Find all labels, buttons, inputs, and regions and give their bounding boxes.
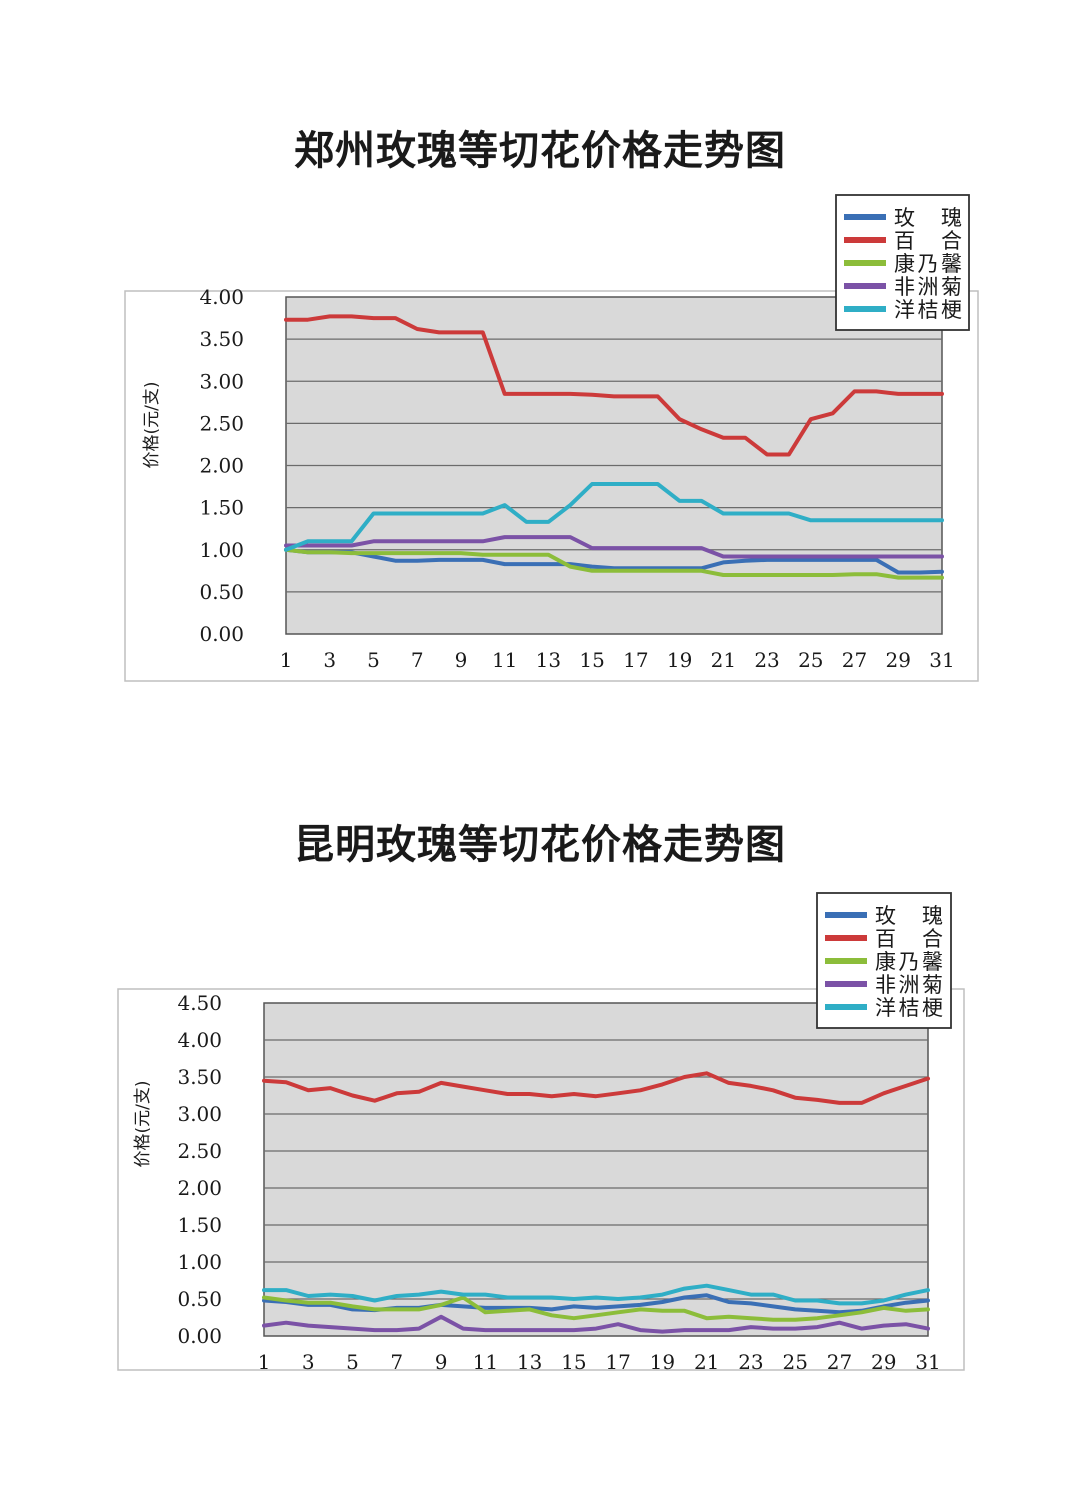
y-tick-label: 2.00	[199, 454, 244, 478]
x-tick-label: 3	[323, 648, 336, 672]
y-tick-label: 2.50	[177, 1139, 222, 1163]
x-tick-label: 7	[411, 648, 424, 672]
x-tick-label: 17	[605, 1350, 630, 1374]
legend-label: 玫 瑰	[875, 904, 943, 928]
x-tick-label: 25	[782, 1350, 807, 1374]
x-tick-label: 11	[473, 1350, 498, 1374]
series-line-5	[284, 482, 944, 552]
x-tick-label: 27	[842, 648, 867, 672]
series-line-3	[262, 1295, 930, 1322]
y-tick-label: 1.50	[177, 1213, 222, 1237]
y-tick-label: 0.00	[199, 622, 244, 646]
y-tick-label: 2.50	[199, 411, 244, 435]
y-tick-label: 0.50	[199, 580, 244, 604]
x-tick-label: 1	[280, 648, 293, 672]
x-tick-label: 13	[536, 648, 561, 672]
x-tick-label: 9	[455, 648, 468, 672]
legend-label: 洋桔梗	[875, 996, 943, 1020]
y-tick-label: 4.00	[199, 285, 244, 309]
y-tick-label: 1.00	[177, 1250, 222, 1274]
legend-label: 百 合	[894, 229, 962, 253]
y-tick-label: 4.50	[177, 991, 222, 1015]
x-tick-label: 19	[650, 1350, 675, 1374]
x-tick-label: 5	[346, 1350, 359, 1374]
series-line-5	[262, 1283, 930, 1306]
series-line-4	[262, 1314, 930, 1334]
series-line-3	[284, 547, 944, 580]
y-tick-label: 4.00	[177, 1028, 222, 1052]
y-axis-label: 价格(元/支)	[142, 382, 162, 469]
y-tick-label: 3.00	[177, 1102, 222, 1126]
series-line-2	[284, 314, 944, 457]
x-tick-label: 25	[798, 648, 823, 672]
x-tick-label: 31	[915, 1350, 940, 1374]
x-tick-label: 15	[561, 1350, 586, 1374]
y-tick-label: 1.50	[199, 496, 244, 520]
chart-title-kunming: 昆明玫瑰等切花价格走势图	[294, 822, 786, 868]
plot-area	[263, 1002, 929, 1337]
legend-label: 康乃馨	[875, 950, 943, 974]
zhengzhou-price-chart: 0.000.501.001.502.002.503.003.504.001 3 5 7…	[124, 194, 979, 682]
x-tick-label: 29	[871, 1350, 896, 1374]
x-tick-label: 7	[390, 1350, 403, 1374]
x-tick-label: 13	[517, 1350, 542, 1374]
x-tick-label: 9	[435, 1350, 448, 1374]
y-tick-label: 2.00	[177, 1176, 222, 1200]
legend-label: 洋桔梗	[894, 298, 962, 322]
y-tick-label: 3.00	[199, 369, 244, 393]
x-tick-label: 3	[302, 1350, 315, 1374]
x-tick-label: 29	[886, 648, 911, 672]
series-line-4	[284, 535, 944, 559]
x-tick-label: 23	[754, 648, 779, 672]
legend-label: 康乃馨	[894, 252, 962, 276]
x-tick-label: 5	[367, 648, 380, 672]
kunming-price-chart: 0.00 0.50 1.00 1.50 2.00 2.50 3.00 3.50 4.00 4.50…	[117, 892, 965, 1374]
y-axis-label: 价格(元/支)	[133, 1081, 153, 1168]
x-tick-label: 15	[579, 648, 604, 672]
x-tick-label: 23	[738, 1350, 763, 1374]
chart-title-zhengzhou: 郑州玫瑰等切花价格走势图	[294, 128, 786, 174]
y-tick-label: 3.50	[199, 327, 244, 351]
y-tick-label: 0.50	[177, 1287, 222, 1311]
x-tick-label: 31	[929, 648, 954, 672]
legend-label: 玫 瑰	[894, 206, 962, 230]
x-tick-label: 1	[258, 1350, 271, 1374]
legend-label: 非洲菊	[894, 275, 962, 299]
x-tick-label: 27	[827, 1350, 852, 1374]
x-tick-label: 21	[711, 648, 736, 672]
series-line-1	[284, 547, 944, 575]
series-line-2	[262, 1071, 930, 1105]
x-tick-label: 11	[492, 648, 517, 672]
x-tick-label: 17	[623, 648, 648, 672]
legend-label: 百 合	[875, 927, 943, 951]
y-tick-label: 3.50	[177, 1065, 222, 1089]
y-tick-label: 0.00	[177, 1324, 222, 1348]
x-tick-label: 21	[694, 1350, 719, 1374]
x-tick-label: 19	[667, 648, 692, 672]
y-tick-label: 1.00	[199, 538, 244, 562]
legend-label: 非洲菊	[875, 973, 943, 997]
